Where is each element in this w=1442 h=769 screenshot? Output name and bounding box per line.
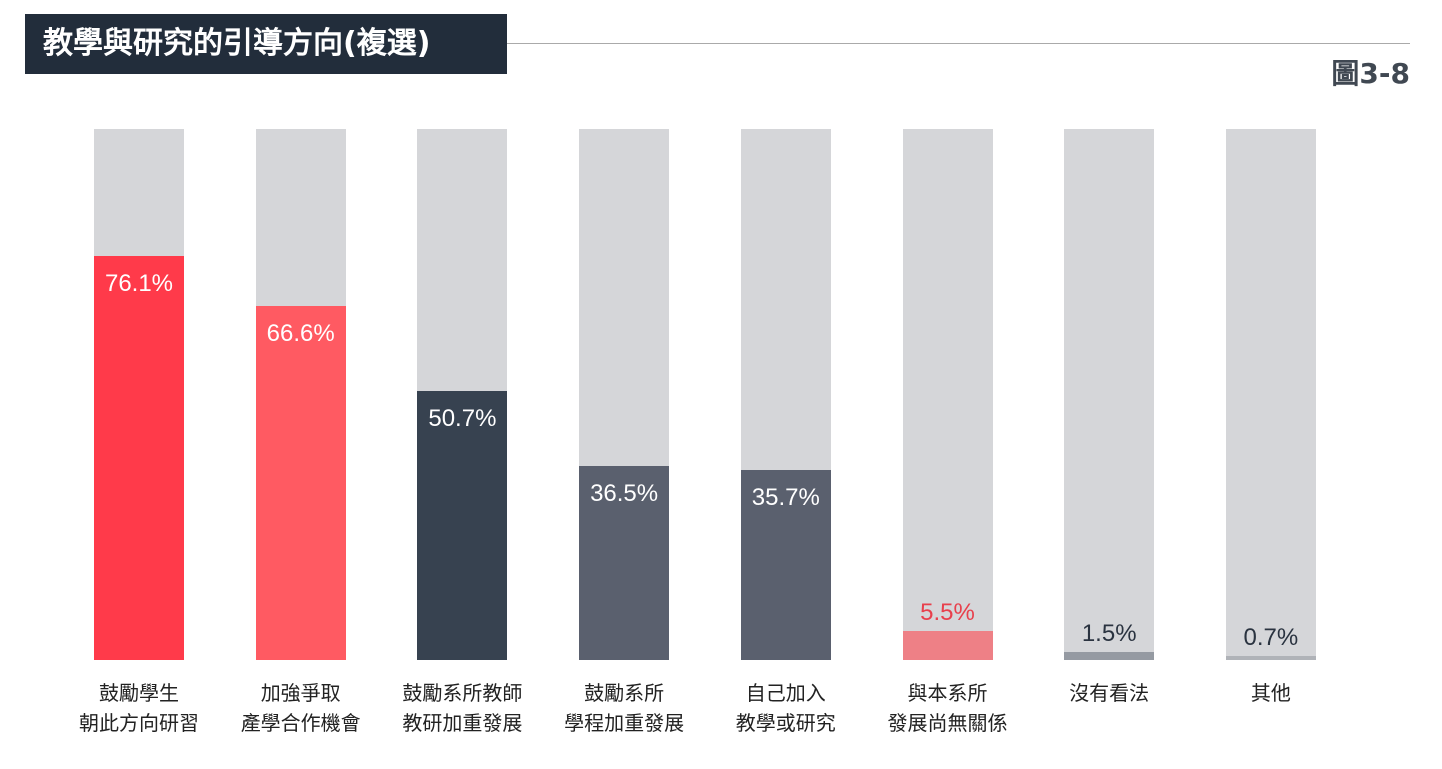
category-label-line: 鼓勵系所	[584, 681, 665, 705]
category-label-line: 產學合作機會	[240, 711, 361, 735]
bar	[94, 255, 184, 660]
category-label-line: 教學或研究	[735, 711, 836, 735]
data-label: 50.7%	[428, 404, 497, 432]
category-label: 其他	[1191, 678, 1351, 708]
category-label: 沒有看法	[1029, 678, 1189, 708]
category-label-line: 發展尚無關係	[887, 711, 1008, 735]
bar	[579, 466, 670, 660]
bar	[740, 470, 831, 660]
category-label-line: 鼓勵系所教師	[402, 681, 523, 705]
bar	[417, 390, 508, 660]
bar	[1064, 652, 1155, 660]
data-label: 66.6%	[266, 320, 335, 348]
category-label-line: 與本系所	[907, 681, 988, 705]
figure-label: 圖3-8	[1331, 57, 1410, 90]
category-label-line: 教研加重發展	[402, 711, 523, 735]
title-divider	[507, 43, 1410, 44]
data-label: 35.7%	[751, 484, 820, 512]
category-label-line: 加強爭取	[260, 681, 341, 705]
category-label: 鼓勵學生朝此方向研習	[59, 678, 219, 738]
bar-track: 66.6%	[255, 129, 346, 660]
bar-track: 0.7%	[1225, 129, 1316, 660]
category-label-line: 學程加重發展	[564, 711, 685, 735]
bar	[1225, 656, 1316, 660]
data-label: 5.5%	[920, 598, 975, 626]
category-label: 與本系所發展尚無關係	[868, 678, 1028, 738]
bar-track: 35.7%	[740, 129, 831, 660]
bar	[255, 306, 346, 660]
category-label: 鼓勵系所學程加重發展	[544, 678, 704, 738]
category-label: 加強爭取產學合作機會	[221, 678, 381, 738]
category-label-line: 鼓勵學生	[99, 681, 179, 705]
bar-track: 5.5%	[902, 129, 993, 660]
bar-track: 50.7%	[417, 129, 508, 660]
chart-title: 教學與研究的引導方向(複選)	[25, 14, 507, 74]
bar	[902, 630, 993, 660]
category-label-line: 朝此方向研習	[79, 711, 199, 735]
data-label: 1.5%	[1081, 620, 1137, 648]
category-label-line: 沒有看法	[1069, 681, 1150, 705]
bar-track: 36.5%	[579, 129, 670, 660]
data-label: 76.1%	[104, 269, 174, 297]
data-label: 0.7%	[1243, 624, 1299, 652]
category-label: 自己加入 教學或研究	[706, 678, 866, 738]
category-label-line: 其他	[1250, 681, 1291, 705]
bar-track: 1.5%	[1064, 129, 1155, 660]
bar-track: 76.1%	[94, 129, 184, 660]
category-label-line: 自己加入	[745, 681, 826, 705]
category-label: 鼓勵系所教師 教研加重發展	[382, 678, 542, 738]
data-label: 36.5%	[590, 480, 659, 508]
